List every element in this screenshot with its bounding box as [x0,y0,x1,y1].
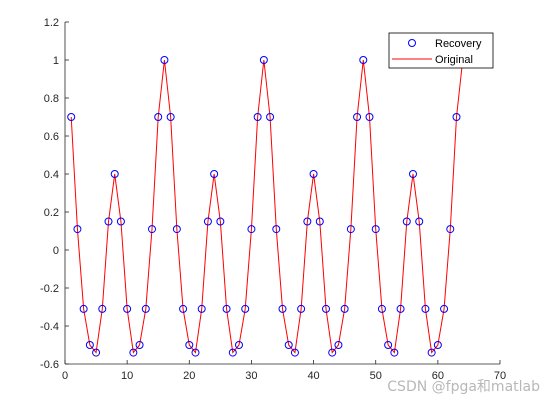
recovery-point [415,217,424,226]
y-tick-label: -0.6 [40,359,59,371]
recovery-point [135,341,144,349]
y-tick-label: 0.2 [44,207,59,219]
recovery-point [440,304,449,313]
recovery-point [377,304,386,313]
recovery-point [396,304,405,313]
recovery-point [92,348,101,357]
recovery-point [266,113,275,121]
recovery-point [67,113,76,121]
recovery-point [110,170,119,178]
recovery-point [116,217,125,226]
recovery-point [253,113,262,121]
y-tick-label: 0.6 [44,131,59,143]
recovery-point [123,304,132,313]
x-tick-label: 70 [494,370,506,382]
recovery-point [241,304,250,313]
legend-box [388,32,494,69]
x-tick-label: 60 [432,370,444,382]
axes-layer: 0 10 20 30 40 50 60 70 -0.6 -0.4 -0.2 0 0.2 0.4 0.6 0.8… [40,17,506,382]
y-tick-label: -0.4 [40,321,59,333]
y-tick-label: 0 [53,245,59,257]
recovery-point [427,348,436,357]
series-layer [67,56,467,357]
legend-recovery-label: Recovery [435,38,482,50]
recovery-point [203,217,212,226]
recovery-point [222,304,231,313]
recovery-point [228,348,237,357]
recovery-point [334,341,343,349]
recovery-point [216,217,225,226]
recovery-point [235,341,243,349]
y-tick-label: 1 [53,55,59,67]
recovery-point [409,170,417,178]
x-tick-label: 20 [183,370,195,382]
recovery-point [297,304,306,313]
recovery-point [371,225,380,234]
recovery-point [290,348,299,357]
series-original-line [70,59,464,354]
recovery-point [421,304,430,313]
legend: Recovery Original [388,32,494,69]
recovery-point [353,113,362,121]
y-tick-label: 1.2 [44,17,59,29]
y-tick-label: 0.4 [44,169,59,181]
x-tick-label: 50 [370,370,382,382]
recovery-point [433,341,442,349]
recovery-point [85,341,94,349]
x-tick-label: 40 [307,370,319,382]
x-tick-label: 10 [121,370,133,382]
recovery-point [179,304,188,313]
y-tick-label: 0.8 [44,93,59,105]
recovery-point [160,56,169,64]
recovery-point [384,341,393,349]
recovery-point [328,348,337,357]
recovery-point [259,56,268,64]
recovery-point [79,304,88,313]
recovery-point [390,348,399,357]
x-tick-label: 0 [62,370,68,382]
recovery-point [284,341,293,349]
recovery-point [452,113,461,121]
x-tick-label: 30 [245,370,257,382]
recovery-point [141,304,150,313]
recovery-point [365,113,374,121]
recovery-point [197,304,206,313]
recovery-point [309,170,318,178]
recovery-point [154,113,163,121]
recovery-point [172,225,181,234]
recovery-point [104,217,113,226]
recovery-point [73,225,82,234]
recovery-point [315,217,324,226]
recovery-point [148,225,156,234]
recovery-point [166,113,175,121]
recovery-point [322,304,330,313]
recovery-point [129,348,138,357]
recovery-point [247,225,256,234]
watermark: CSDN @fpga和matlab [387,379,540,395]
recovery-point [346,225,355,234]
recovery-point [185,341,194,349]
recovery-point [402,217,411,226]
recovery-point [340,304,349,313]
legend-original-label: Original [435,54,473,66]
recovery-point [303,217,312,226]
legend-recovery-marker [408,39,416,47]
y-tick-label: -0.2 [40,283,59,295]
recovery-point [359,56,368,64]
recovery-point [446,225,455,234]
recovery-point [272,225,281,234]
recovery-point [278,304,287,313]
recovery-point [191,348,200,357]
recovery-point [210,170,219,178]
recovery-point [98,304,107,313]
